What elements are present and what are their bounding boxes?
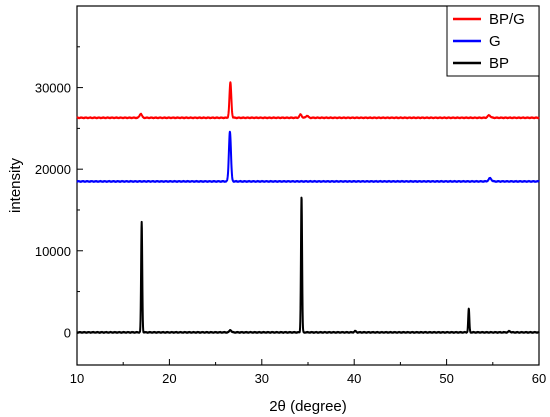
x-tick-label: 60 (532, 371, 546, 386)
x-tick-label: 30 (255, 371, 269, 386)
y-axis-label: intensity (7, 157, 24, 213)
y-tick-label: 10000 (35, 244, 71, 259)
series-line-bp (76, 196, 540, 334)
x-tick-label: 20 (162, 371, 176, 386)
legend-label: G (489, 33, 501, 50)
x-tick-label: 50 (439, 371, 453, 386)
y-tick-label: 30000 (35, 81, 71, 96)
x-tick-label: 40 (347, 371, 361, 386)
y-tick-label: 20000 (35, 162, 71, 177)
legend: BP/G G BP (446, 5, 540, 77)
legend-label: BP/G (489, 11, 525, 28)
legend-label: BP (489, 55, 509, 72)
y-tick-label: 0 (64, 325, 71, 340)
series-line-bp-g (76, 81, 540, 120)
ticks-layer: 10 20 30 40 50 60 0 10000 20000 30000 (35, 46, 546, 386)
series-line-g (76, 130, 540, 183)
x-tick-label: 10 (70, 371, 84, 386)
x-axis-label: 2θ (degree) (269, 398, 347, 415)
series-layer (76, 81, 540, 334)
